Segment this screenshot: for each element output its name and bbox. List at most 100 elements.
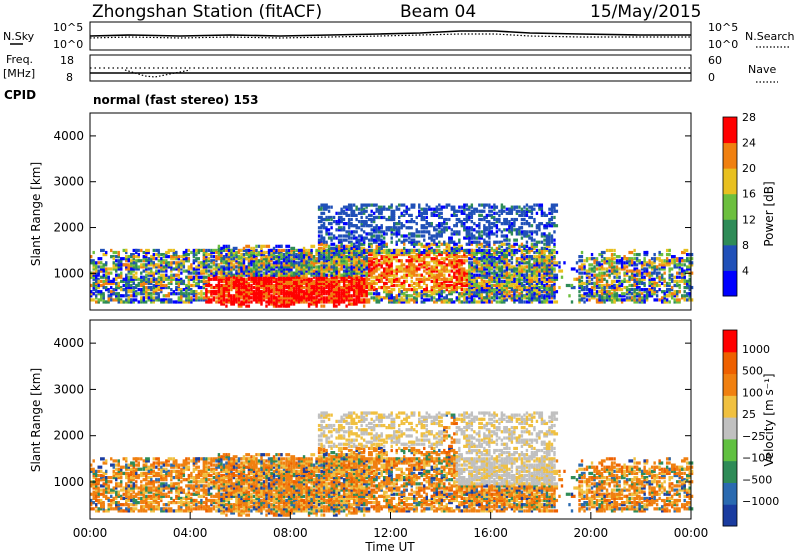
velocity-cell (102, 503, 105, 507)
power-cell (595, 292, 599, 296)
power-cell (120, 263, 125, 267)
power-cell (590, 296, 596, 300)
power-cell (600, 298, 606, 302)
power-cell (543, 213, 549, 217)
power-cell (167, 275, 173, 279)
power-cell (277, 248, 281, 253)
power-cell (362, 267, 366, 271)
power-cell (645, 273, 649, 277)
power-cell (510, 298, 514, 302)
power-cell (488, 224, 491, 228)
power-cell (598, 296, 604, 300)
power-cell (478, 259, 481, 263)
power-cell (262, 292, 268, 296)
power-cell (488, 265, 493, 269)
power-cell (205, 288, 208, 292)
power-cell (257, 250, 261, 255)
power-cell (435, 255, 438, 259)
power-cell (282, 294, 286, 298)
power-cell (160, 265, 163, 269)
power-cell (513, 252, 516, 257)
power-cell (192, 290, 198, 294)
power-cell (663, 279, 666, 283)
power-cell (678, 285, 681, 290)
power-cell (658, 283, 661, 288)
power-cell (282, 259, 286, 263)
power-cell (207, 290, 213, 294)
power-cell (488, 230, 493, 234)
power-cell (227, 292, 231, 296)
power-cell (240, 252, 246, 257)
power-cell (415, 290, 418, 294)
power-cell (237, 267, 243, 271)
power-cell (638, 288, 644, 292)
power-cell (528, 205, 534, 209)
power-cell (665, 294, 671, 298)
power-cell (423, 292, 428, 296)
power-cell (285, 267, 291, 271)
power-cell (142, 285, 145, 290)
power-cell (300, 252, 303, 257)
power-cell (503, 257, 508, 261)
power-cell (448, 279, 453, 283)
power-cell (342, 290, 346, 294)
power-cell (230, 281, 236, 286)
power-cell (337, 211, 343, 215)
power-cell (257, 300, 261, 304)
power-cell (483, 217, 486, 222)
power-cell (342, 285, 348, 290)
power-cell (125, 298, 128, 302)
power-cell (500, 244, 504, 248)
power-cell (142, 290, 148, 294)
power-cell (478, 288, 481, 292)
power-cell (287, 255, 291, 259)
power-cell (240, 265, 243, 269)
power-cell (423, 255, 426, 259)
power-cell (367, 238, 371, 242)
power-cell (530, 279, 536, 283)
power-cell (287, 267, 293, 271)
power-cell (270, 259, 273, 263)
power-cell (438, 275, 441, 279)
power-cell (190, 263, 193, 267)
power-cell (292, 257, 296, 261)
power-cell (242, 296, 248, 300)
velocity-cell (102, 509, 108, 513)
power-cell (413, 257, 416, 261)
power-cell (405, 294, 411, 298)
power-cell (317, 277, 321, 281)
power-cell (425, 219, 428, 224)
power-cell (488, 242, 491, 246)
power-cell (538, 257, 541, 261)
power-cell (530, 273, 536, 277)
power-cell (260, 261, 266, 265)
power-cell (648, 265, 651, 269)
power-cell (262, 296, 266, 300)
power-cell (488, 226, 493, 230)
power-cell (107, 281, 113, 286)
power-cell (498, 285, 503, 290)
power-cell (362, 255, 366, 259)
power-cell (212, 273, 218, 277)
power-cell (310, 277, 313, 281)
power-cell (683, 277, 686, 281)
power-cell (435, 277, 441, 281)
power-cell (317, 207, 323, 211)
power-cell (247, 267, 253, 271)
power-cell (297, 275, 303, 279)
power-cell (448, 255, 451, 259)
power-cell (347, 205, 353, 209)
power-cell (488, 271, 491, 275)
power-cell (585, 288, 591, 292)
power-cell (543, 271, 546, 275)
power-cell (468, 211, 473, 215)
power-cell (498, 255, 501, 259)
power-cell (217, 277, 223, 281)
power-cell (630, 283, 636, 288)
power-cell (330, 238, 333, 242)
power-cell (503, 296, 506, 300)
power-cell (435, 275, 438, 279)
power-cell (372, 203, 378, 207)
power-cell (625, 273, 629, 277)
power-cell (628, 275, 634, 279)
